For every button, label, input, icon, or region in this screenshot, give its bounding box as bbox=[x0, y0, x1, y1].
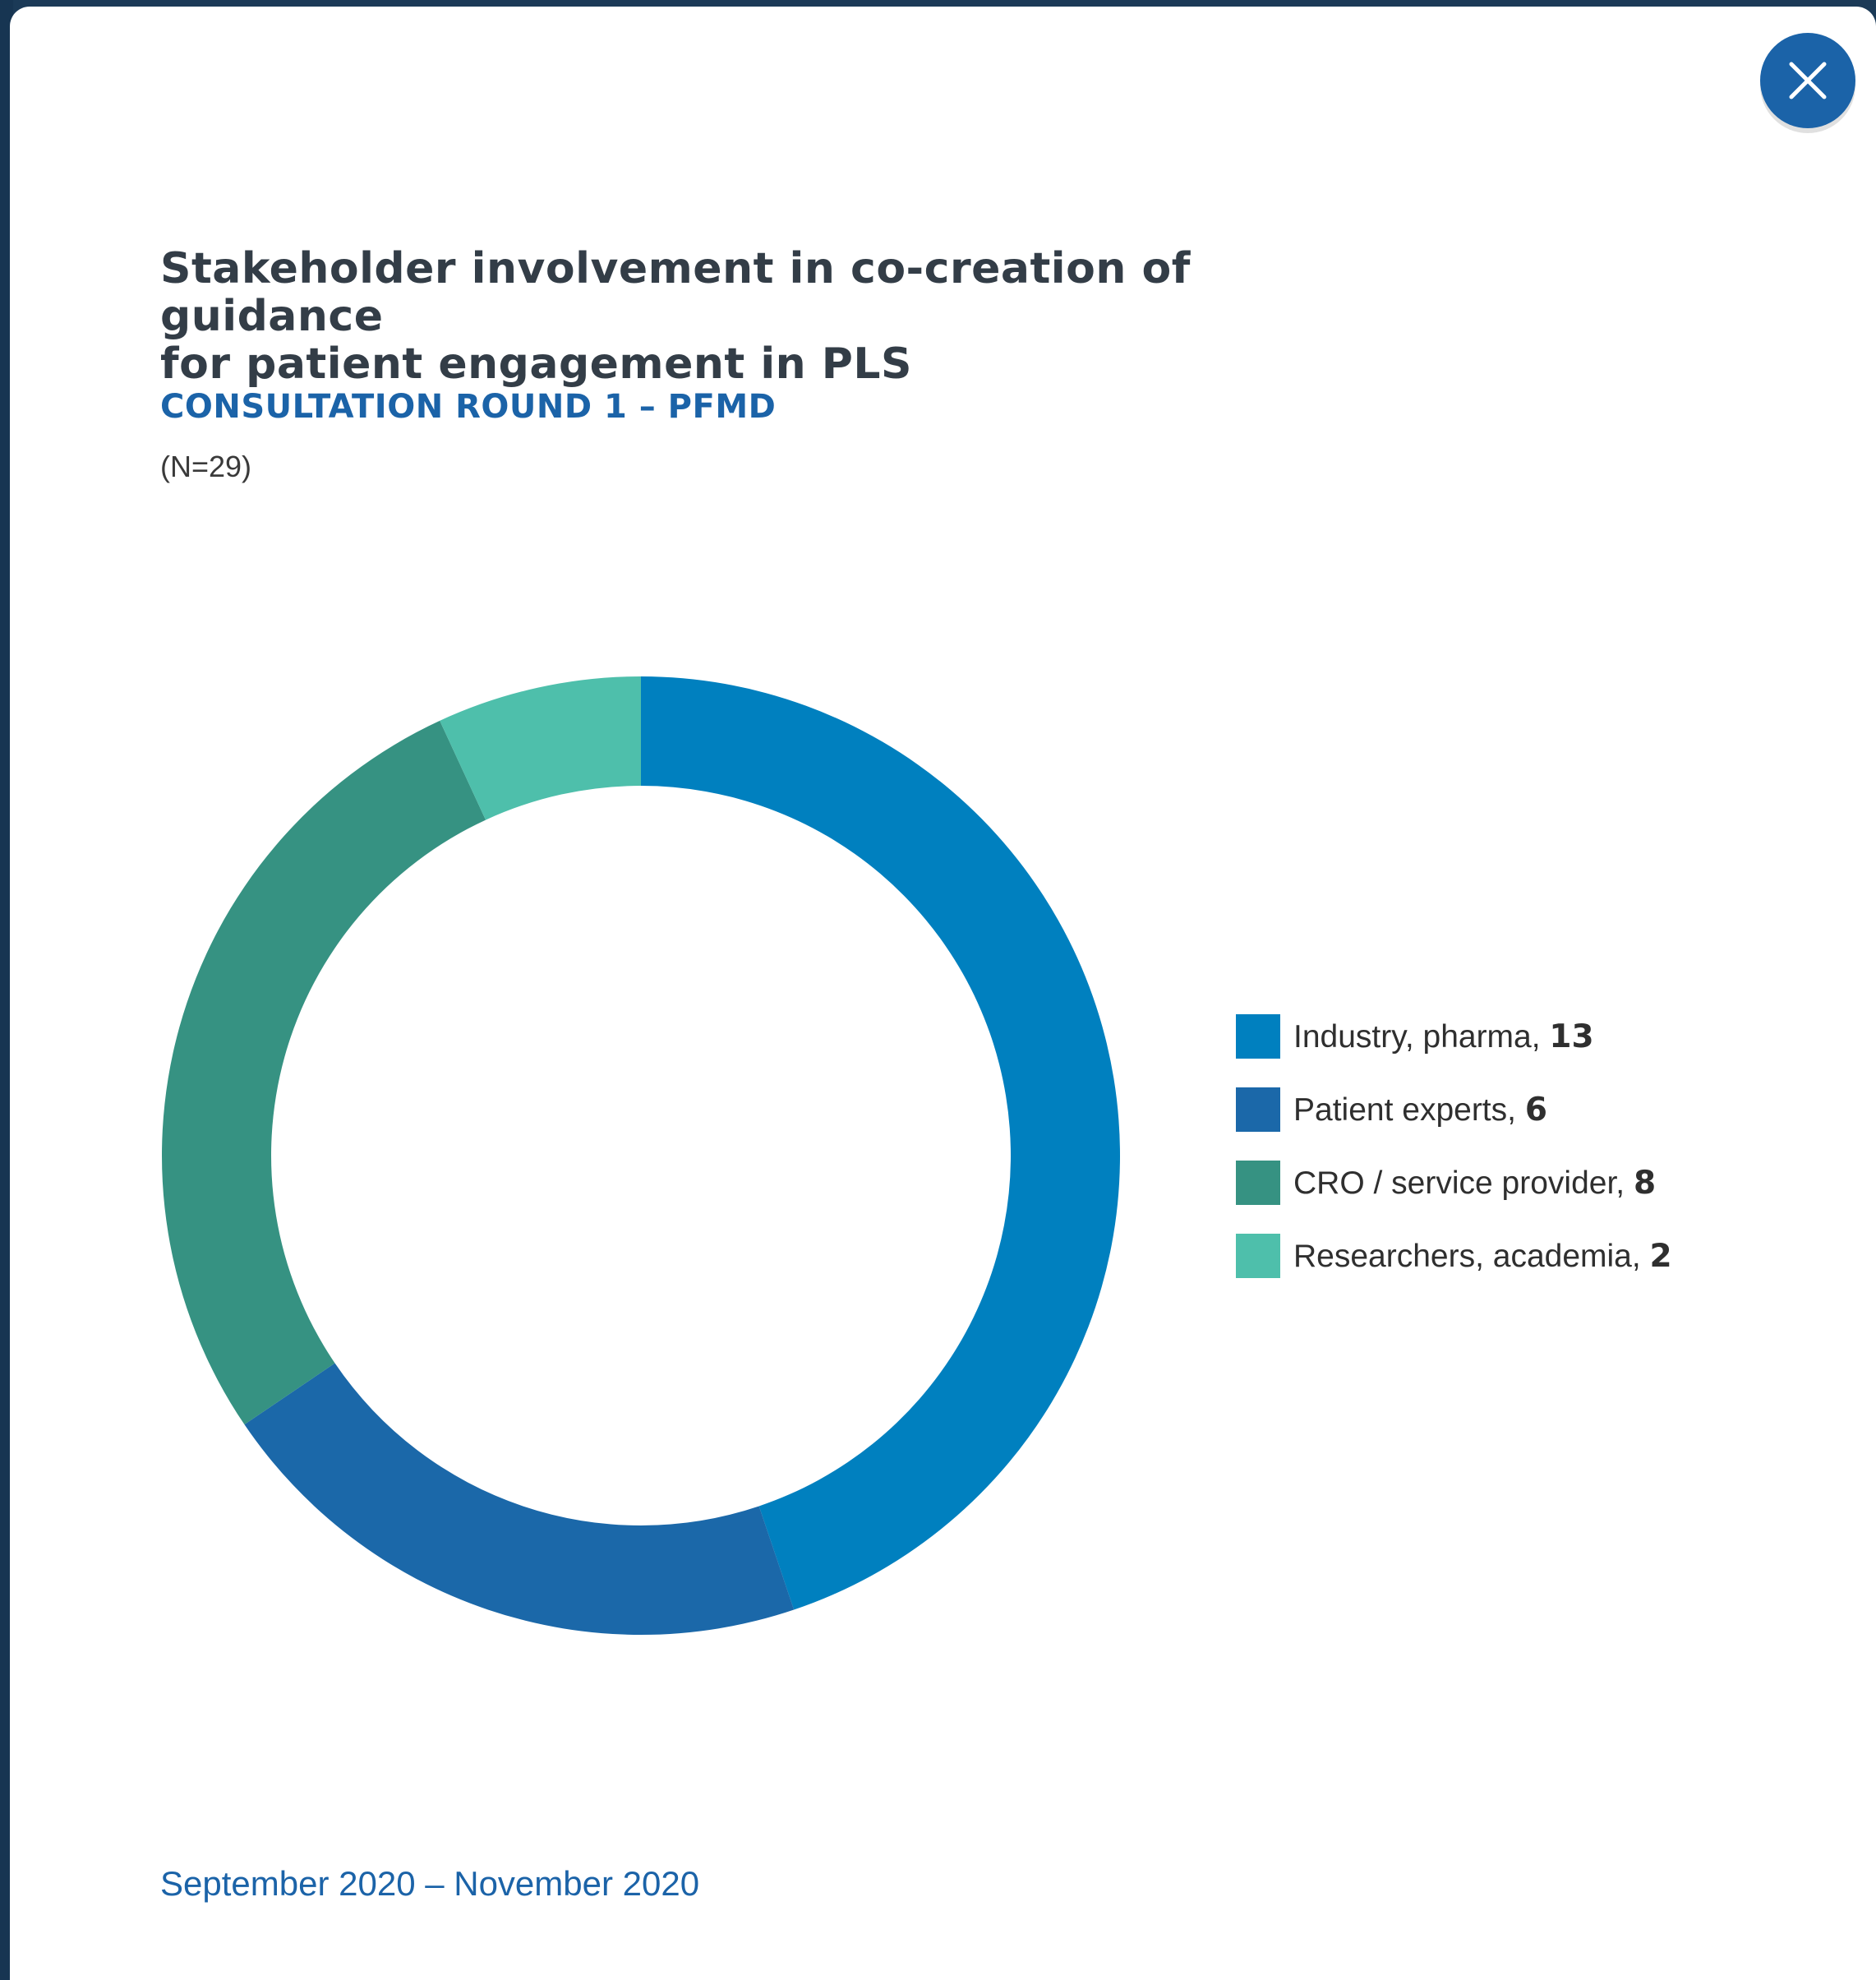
legend-label-patient-experts: Patient experts, 6 bbox=[1293, 1092, 1547, 1128]
donut-slice-industry bbox=[641, 676, 1120, 1610]
legend-item-patient-experts: Patient experts, 6 bbox=[1236, 1087, 1672, 1132]
chart-legend: Industry, pharma, 13 Patient experts, 6 … bbox=[1236, 1014, 1672, 1307]
chart-modal: Stakeholder involvement in co-creation o… bbox=[10, 7, 1876, 1980]
chart-title-line-1: Stakeholder involvement in co-creation o… bbox=[160, 244, 1191, 341]
legend-text-patient-experts: Patient experts, bbox=[1293, 1092, 1525, 1128]
sample-size-label: (N=29) bbox=[160, 450, 252, 483]
close-button[interactable] bbox=[1760, 33, 1855, 128]
legend-swatch-patient-experts bbox=[1236, 1087, 1280, 1132]
legend-value-industry: 13 bbox=[1549, 1018, 1594, 1055]
legend-swatch-researchers bbox=[1236, 1234, 1280, 1278]
legend-text-cro: CRO / service provider, bbox=[1293, 1165, 1634, 1201]
chart-subtitle: CONSULTATION ROUND 1 – PFMD bbox=[160, 388, 777, 426]
donut-slice-patient-experts bbox=[244, 1363, 795, 1635]
legend-value-cro: 8 bbox=[1633, 1164, 1657, 1202]
legend-item-researchers: Researchers, academia, 2 bbox=[1236, 1234, 1672, 1278]
chart-title-line-2: for patient engagement in PLS bbox=[160, 339, 913, 389]
chart-title: Stakeholder involvement in co-creation o… bbox=[160, 245, 1393, 388]
legend-value-researchers: 2 bbox=[1649, 1237, 1672, 1275]
close-icon bbox=[1789, 62, 1827, 99]
legend-swatch-industry bbox=[1236, 1014, 1280, 1059]
legend-text-researchers: Researchers, academia, bbox=[1293, 1238, 1650, 1274]
legend-label-cro: CRO / service provider, 8 bbox=[1293, 1165, 1656, 1202]
legend-item-cro: CRO / service provider, 8 bbox=[1236, 1161, 1672, 1205]
legend-swatch-cro bbox=[1236, 1161, 1280, 1205]
date-range-footer: September 2020 – November 2020 bbox=[160, 1864, 700, 1903]
legend-label-researchers: Researchers, academia, 2 bbox=[1293, 1238, 1672, 1275]
legend-text-industry: Industry, pharma, bbox=[1293, 1018, 1550, 1055]
legend-item-industry: Industry, pharma, 13 bbox=[1236, 1014, 1672, 1059]
legend-value-patient-experts: 6 bbox=[1524, 1091, 1547, 1128]
donut-slice-cro bbox=[162, 720, 486, 1425]
donut-chart bbox=[162, 676, 1120, 1635]
donut-slice-researchers bbox=[440, 676, 641, 820]
legend-label-industry: Industry, pharma, 13 bbox=[1293, 1018, 1594, 1055]
